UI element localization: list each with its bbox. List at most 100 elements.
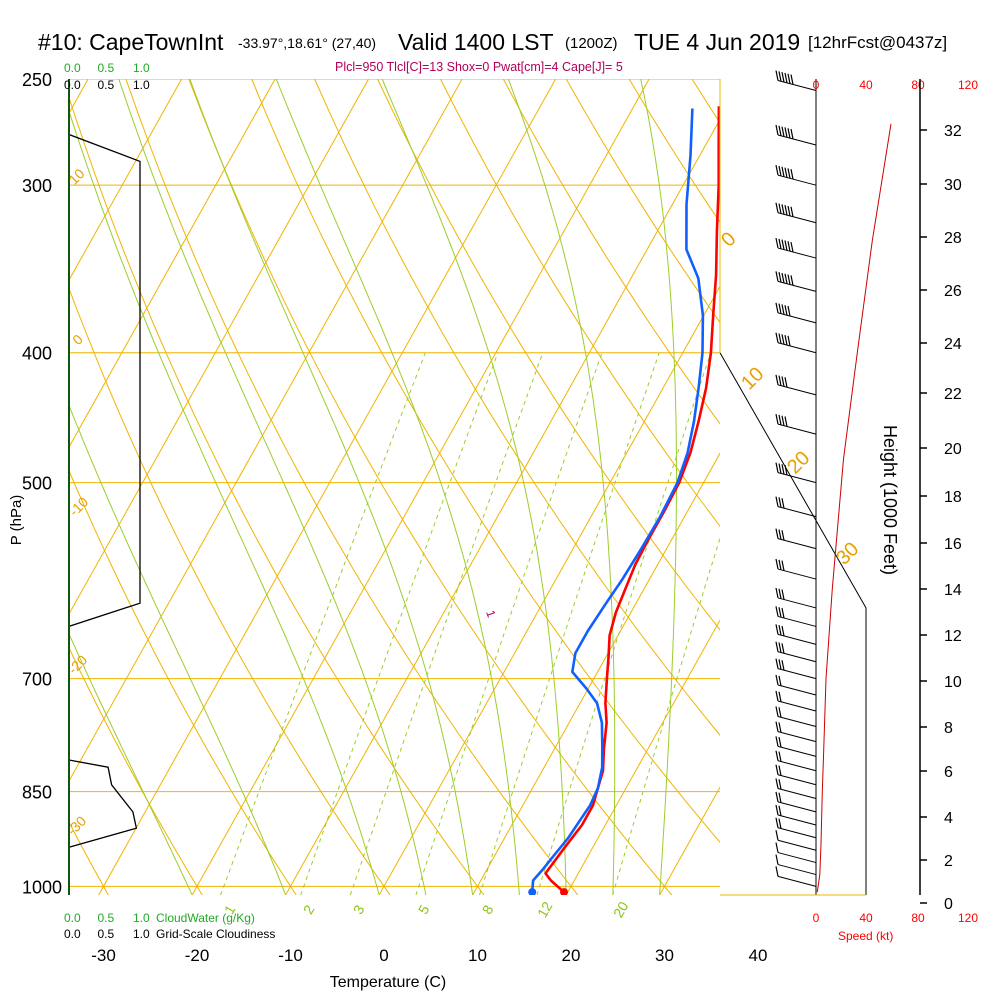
y-axis-label: P (hPa) xyxy=(8,495,25,546)
wind-barb-feather xyxy=(775,830,779,841)
dewpoint-line xyxy=(530,108,705,893)
moist-adiabat-line xyxy=(507,79,616,895)
height-tick-label: 2 xyxy=(944,853,953,870)
wind-barb-feather xyxy=(778,707,782,718)
wind-barb-staff xyxy=(777,247,817,259)
isotherm-line xyxy=(847,79,1000,895)
wind-barb-feather xyxy=(778,272,782,283)
wind-barb xyxy=(775,302,817,324)
height-tick-label: 26 xyxy=(944,283,962,300)
wind-barb xyxy=(775,165,817,186)
valid-time: Valid 1400 LST xyxy=(398,29,554,55)
cloud-panel: 0.0 0.0 0.0 0.0 0.5 0.5 0.5 0.5 1.0 1.0 1.0 1.0 Clou… xyxy=(64,61,275,941)
pressure-tick-label: 500 xyxy=(22,474,52,494)
height-tick-label: 14 xyxy=(944,582,962,599)
wind-barb xyxy=(775,641,817,663)
dry-adiabat-line xyxy=(314,79,720,736)
wind-barb-staff xyxy=(777,280,817,292)
mixing-ratio-line xyxy=(349,352,544,895)
wind-barb-feather xyxy=(775,202,779,213)
isotherm-line xyxy=(285,118,720,895)
moist-adiabat-line xyxy=(275,79,520,895)
station-coords: -33.97°,18.61° (27,40) xyxy=(238,35,376,51)
dry-adiabat-line xyxy=(502,79,720,425)
pressure-tick-label: 400 xyxy=(22,344,52,364)
isotherm-line xyxy=(69,79,370,616)
wind-barb-feather xyxy=(781,334,785,345)
wind-barb xyxy=(775,690,817,712)
height-tick-label: 32 xyxy=(944,123,962,140)
height-tick-label: 0 xyxy=(944,896,953,913)
speed-tick-bottom: 40 xyxy=(859,911,873,925)
temperature-line xyxy=(544,106,720,894)
isotherm-line xyxy=(378,285,720,895)
wind-barb-feather xyxy=(775,413,779,425)
wind-barb xyxy=(775,237,817,259)
wind-barb-feather xyxy=(775,764,779,775)
wind-barb-feather xyxy=(781,239,785,250)
mixing-ratio-line xyxy=(415,352,603,895)
wind-barb-feather xyxy=(790,74,794,85)
mixing-ratio-label: 2 xyxy=(300,902,318,917)
cloudiness-line xyxy=(68,79,141,895)
wind-barb-feather xyxy=(778,722,782,733)
pressure-tick-label: 300 xyxy=(22,176,52,196)
moist-adiabat-line xyxy=(189,79,474,895)
wind-barb-feather xyxy=(775,302,779,313)
wind-barb-feather xyxy=(778,559,782,570)
pressure-tick-label: 700 xyxy=(22,670,52,690)
background-lines xyxy=(69,79,1000,895)
isotherm-line xyxy=(472,452,720,895)
lcl-marker-text: 1 xyxy=(483,608,499,619)
wind-barb-feather xyxy=(781,625,785,637)
speed-tick-bottom: 0 xyxy=(813,911,820,925)
wind-barb-feather xyxy=(781,589,785,600)
temperature-tick-label: 20 xyxy=(562,946,581,965)
pressure-tick-label: 1000 xyxy=(22,877,62,897)
wind-barb-staff xyxy=(777,174,817,186)
wind-barb-feather xyxy=(775,721,779,732)
wind-barb xyxy=(775,587,817,609)
dry-adiabat-line xyxy=(188,79,673,895)
dry-adiabat-line xyxy=(377,79,720,631)
cloudiness-tick-top: 0.5 xyxy=(98,78,115,92)
wind-barb xyxy=(775,70,817,92)
isotherm-label: 20 xyxy=(783,447,814,478)
wind-barb-staff xyxy=(777,633,817,645)
dry-adiabat-line xyxy=(69,287,391,895)
wind-barb-feather xyxy=(775,641,779,652)
height-tick-label: 10 xyxy=(944,674,962,691)
wind-barb xyxy=(775,750,817,772)
dry-adiabat-line xyxy=(69,469,297,895)
moist-adiabat-line xyxy=(640,79,677,895)
wind-barb-feather xyxy=(778,607,782,618)
wind-barb-feather xyxy=(778,765,782,776)
wind-barb-feather xyxy=(775,587,779,599)
height-tick-label: 30 xyxy=(944,177,962,194)
wind-barb-feather xyxy=(775,237,779,249)
wind-barb-feather xyxy=(778,238,782,249)
cloudwater-tick-top: 0.0 xyxy=(64,61,81,75)
wind-barb-feather xyxy=(778,375,782,386)
cloudiness-tick-top: 0.0 xyxy=(64,78,81,92)
wind-barb-feather xyxy=(787,73,791,84)
wind-barb xyxy=(775,558,817,580)
wind-barb-feather xyxy=(781,126,785,137)
wind-barb-feather xyxy=(790,128,794,140)
wind-barb-staff xyxy=(777,538,817,550)
mixing-ratio-line xyxy=(612,536,720,895)
wind-barb-feather xyxy=(775,606,779,617)
wind-barb-feather xyxy=(775,750,779,761)
wind-barb-feather xyxy=(775,736,779,747)
wind-barb-feather xyxy=(784,305,788,316)
isotherm-line xyxy=(69,79,276,449)
indices-text: Plcl=950 Tlcl[C]=13 Shox=0 Pwat[cm]=4 Ca… xyxy=(335,60,623,74)
dry-adiabat-line xyxy=(565,79,720,324)
wind-barb-feather xyxy=(775,842,779,853)
wind-barb-feather xyxy=(778,125,782,136)
isotherm-line xyxy=(69,79,183,282)
wind-barb-feather xyxy=(778,529,782,540)
wind-barb xyxy=(775,528,817,550)
height-tick-label: 16 xyxy=(944,536,962,553)
wind-barb xyxy=(775,462,817,484)
